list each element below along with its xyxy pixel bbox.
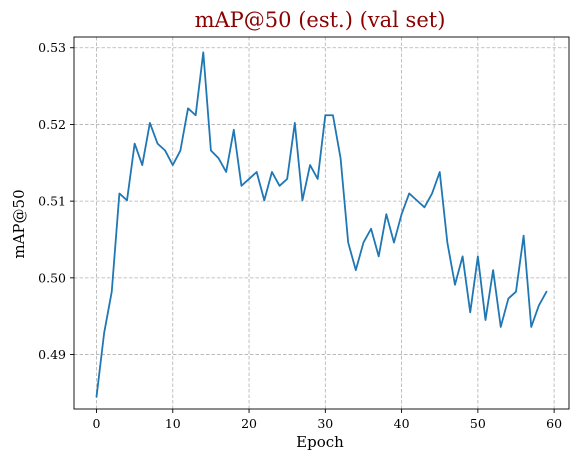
chart-title: mAP@50 (est.) (val set): [195, 8, 446, 32]
x-tick-label: 0: [93, 416, 101, 431]
x-tick-label: 40: [394, 416, 410, 431]
x-tick-label: 50: [470, 416, 486, 431]
y-tick-label: 0.49: [38, 347, 66, 362]
x-tick-label: 20: [241, 416, 257, 431]
y-tick-label: 0.50: [38, 270, 66, 285]
series-layer: [95, 51, 548, 398]
x-tick-label: 30: [317, 416, 333, 431]
y-tick-label: 0.52: [38, 117, 66, 132]
series-line: [95, 51, 548, 398]
tick-layer: 0 10 20 30 40 50 60 0.49 0.50 0.51 0.52 0.53: [38, 40, 562, 431]
y-axis-label: mAP@50: [10, 189, 28, 258]
x-tick-label: 60: [546, 416, 562, 431]
plot-frame: [73, 36, 570, 410]
x-tick-label: 10: [165, 416, 181, 431]
grid-lines: [74, 37, 569, 409]
x-axis-label: Epoch: [296, 433, 344, 451]
y-tick-label: 0.51: [38, 194, 66, 209]
y-tick-label: 0.53: [38, 40, 66, 55]
